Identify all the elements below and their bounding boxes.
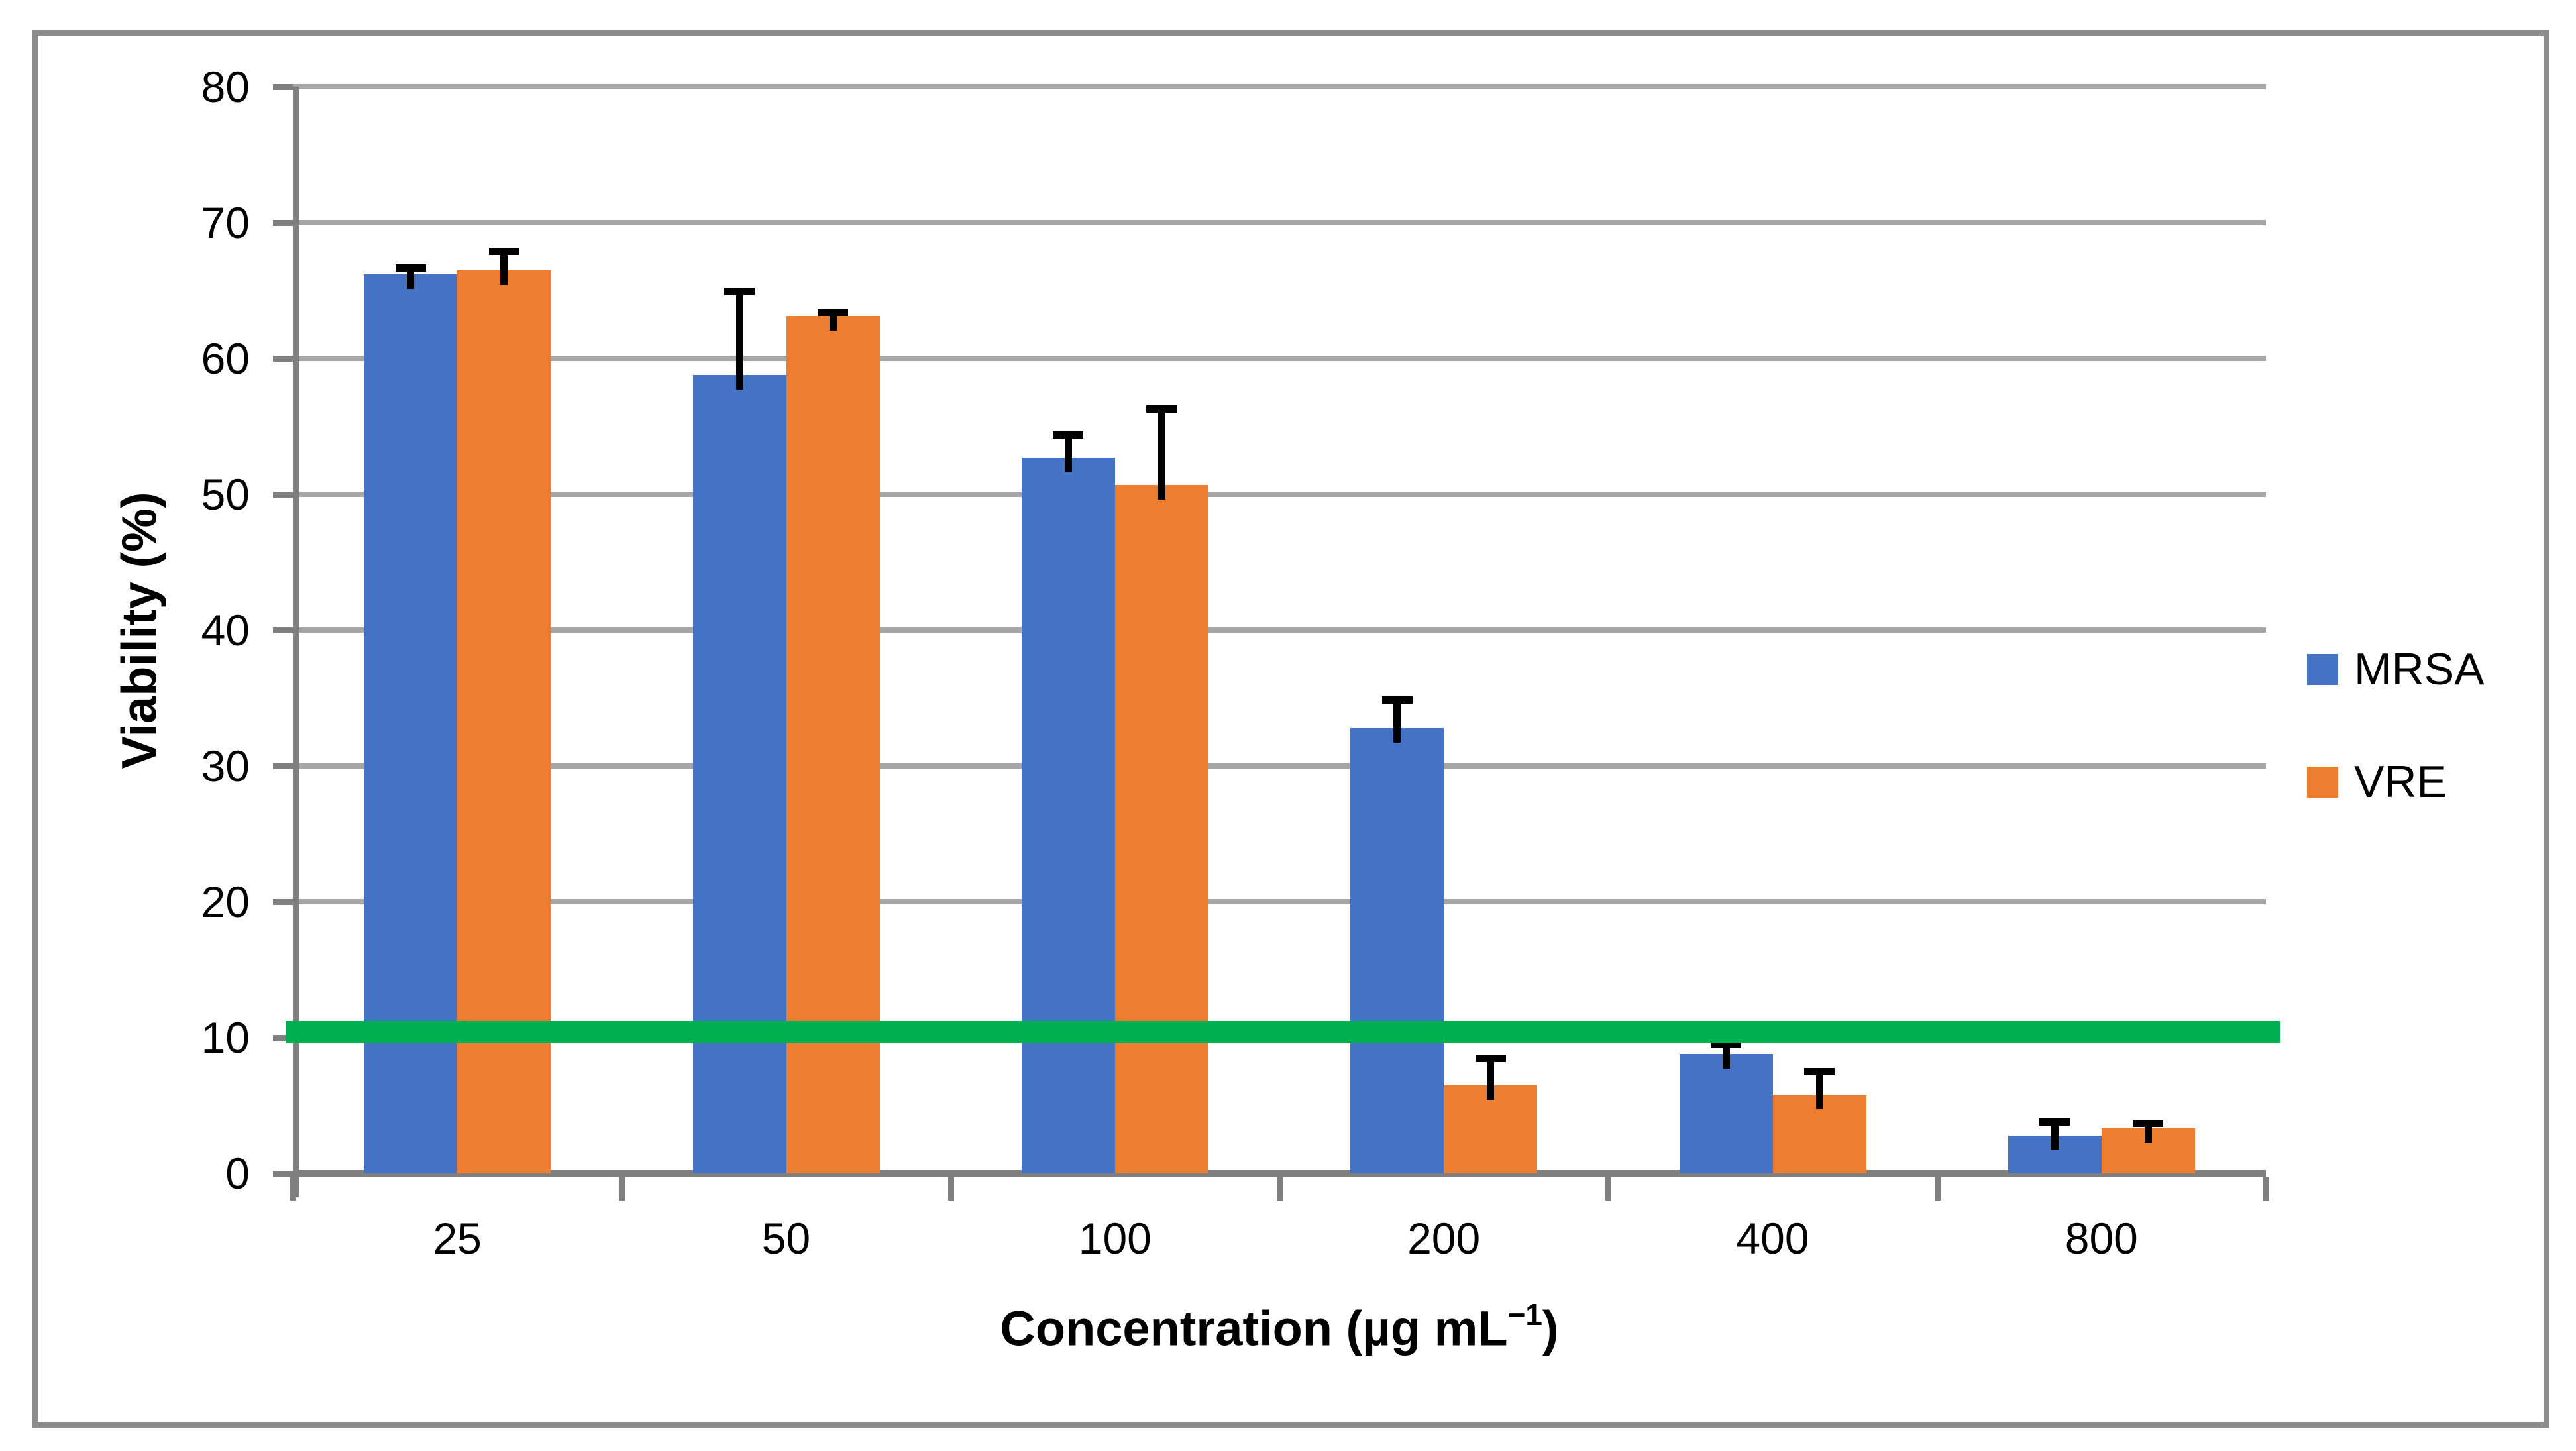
x-tick-6 <box>2263 1177 2269 1201</box>
y-tick-0 <box>273 1171 293 1177</box>
legend-label-mrsa: MRSA <box>2354 644 2485 694</box>
x-category-label-25: 25 <box>433 1214 482 1263</box>
error-cap-vre-200 <box>1475 1054 1506 1062</box>
error-bar-mrsa-25 <box>407 267 415 289</box>
y-axis-line <box>293 87 299 1197</box>
error-bar-vre-400 <box>1815 1071 1823 1110</box>
legend-item-vre: VRE <box>2307 759 2484 805</box>
gridline-70 <box>293 220 2266 225</box>
y-tick-label-10: 10 <box>201 1013 250 1062</box>
bar-mrsa-100 <box>1021 457 1115 1173</box>
y-tick-10 <box>273 1035 293 1041</box>
bar-vre-200 <box>1444 1085 1538 1173</box>
y-tick-30 <box>273 763 293 769</box>
y-tick-70 <box>273 220 293 226</box>
legend-swatch-vre <box>2307 766 2338 798</box>
y-tick-80 <box>273 84 293 90</box>
x-axis-title: Concentration (µg mL−1) <box>293 1297 2266 1357</box>
error-cap-vre-25 <box>488 248 519 256</box>
gridline-30 <box>293 763 2266 769</box>
y-tick-label-70: 70 <box>201 198 250 247</box>
x-tick-5 <box>1934 1177 1941 1201</box>
y-tick-label-0: 0 <box>225 1149 250 1198</box>
error-cap-mrsa-50 <box>724 287 755 295</box>
x-tick-1 <box>619 1177 625 1201</box>
error-bar-mrsa-400 <box>1722 1044 1730 1069</box>
threshold-line <box>286 1021 2280 1044</box>
gridline-50 <box>293 492 2266 497</box>
error-cap-mrsa-25 <box>395 264 426 272</box>
error-cap-mrsa-100 <box>1053 431 1084 439</box>
bar-mrsa-50 <box>692 374 786 1173</box>
error-bar-vre-200 <box>1487 1057 1495 1100</box>
error-bar-mrsa-200 <box>1393 699 1401 743</box>
error-cap-mrsa-800 <box>2039 1118 2070 1126</box>
legend-swatch-mrsa <box>2307 653 2338 685</box>
x-category-label-50: 50 <box>761 1214 811 1263</box>
x-category-label-400: 400 <box>1736 1214 1809 1263</box>
error-bar-mrsa-100 <box>1064 434 1072 472</box>
gridline-20 <box>293 899 2266 904</box>
x-category-label-200: 200 <box>1407 1214 1481 1263</box>
error-bar-vre-100 <box>1157 408 1165 500</box>
bar-vre-50 <box>786 316 880 1173</box>
gridline-80 <box>293 84 2266 89</box>
legend: MRSA VRE <box>2307 646 2484 871</box>
gridline-40 <box>293 627 2266 633</box>
y-tick-label-40: 40 <box>201 606 250 655</box>
error-bar-mrsa-800 <box>2051 1122 2059 1150</box>
x-tick-2 <box>947 1177 954 1201</box>
legend-label-vre: VRE <box>2354 757 2447 807</box>
error-cap-mrsa-400 <box>1711 1041 1741 1049</box>
y-tick-20 <box>273 899 293 905</box>
error-bar-vre-50 <box>829 312 837 331</box>
error-bar-mrsa-50 <box>735 290 743 390</box>
x-category-label-800: 800 <box>2065 1214 2138 1263</box>
x-axis-line <box>293 1170 2266 1177</box>
error-cap-vre-100 <box>1146 405 1177 413</box>
y-tick-50 <box>273 492 293 498</box>
error-bar-vre-25 <box>500 251 508 285</box>
y-tick-label-50: 50 <box>201 470 250 519</box>
x-tick-0 <box>290 1177 296 1201</box>
x-axis-title-suffix: ) <box>1542 1301 1559 1356</box>
bar-mrsa-400 <box>1679 1053 1773 1173</box>
y-tick-label-80: 80 <box>201 62 250 111</box>
x-category-label-100: 100 <box>1078 1214 1152 1263</box>
figure-border <box>32 30 2549 1428</box>
bar-mrsa-200 <box>1350 727 1444 1173</box>
x-axis-title-base: Concentration (µg mL <box>1000 1301 1508 1356</box>
legend-item-mrsa: MRSA <box>2307 646 2484 692</box>
y-tick-label-30: 30 <box>201 741 250 790</box>
error-cap-vre-400 <box>1804 1068 1835 1076</box>
y-tick-label-60: 60 <box>201 334 250 383</box>
error-bar-vre-800 <box>2144 1123 2152 1144</box>
y-tick-60 <box>273 356 293 362</box>
x-tick-3 <box>1277 1177 1283 1201</box>
error-cap-vre-50 <box>818 309 848 317</box>
y-tick-label-20: 20 <box>201 877 250 926</box>
bar-vre-100 <box>1114 484 1208 1173</box>
x-axis-title-superscript: −1 <box>1507 1297 1542 1332</box>
y-tick-40 <box>273 627 293 633</box>
error-cap-vre-800 <box>2133 1120 2164 1128</box>
plot-area <box>286 84 2280 1173</box>
gridline-60 <box>293 356 2266 361</box>
x-tick-4 <box>1605 1177 1612 1201</box>
error-cap-mrsa-200 <box>1381 696 1413 704</box>
